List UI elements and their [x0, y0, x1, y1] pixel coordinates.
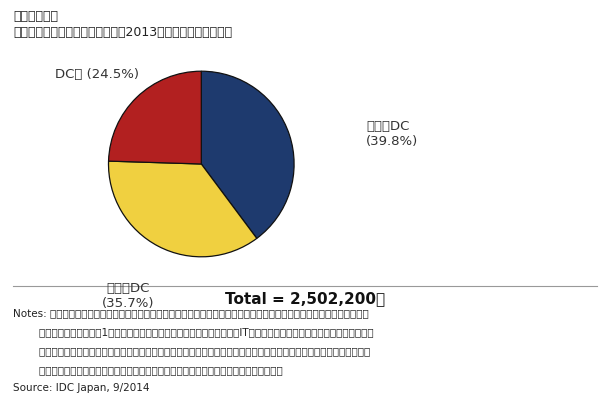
Wedge shape [109, 161, 257, 257]
Text: 企業内DC
(35.7%): 企業内DC (35.7%) [102, 282, 154, 310]
Text: ＜参考資料＞: ＜参考資料＞ [13, 10, 59, 23]
Text: 立した部屋ではなく、たとえば、オフィススペースや店舗のバックヤードなどを指す。: 立した部屋ではなく、たとえば、オフィススペースや店舗のバックヤードなどを指す。 [13, 366, 283, 376]
Wedge shape [109, 71, 201, 164]
Text: 事業者DC
(39.8%): 事業者DC (39.8%) [366, 120, 418, 148]
Text: Total = 2,502,200台: Total = 2,502,200台 [225, 291, 385, 306]
Text: Notes: 事業者データセンターとは、顧客へのサービス提供のために必要なインフラとして建設されたものを指す。企業内: Notes: 事業者データセンターとは、顧客へのサービス提供のために必要なインフ… [13, 308, 369, 318]
Text: 国内のサーバー設置台数構成比、2013年末時点：設置場所別: 国内のサーバー設置台数構成比、2013年末時点：設置場所別 [13, 26, 232, 39]
Text: 機器などの調達権限を持ってコントロールしているものを指す。また、データセンター外とは、マシンルームなどの独: 機器などの調達権限を持ってコントロールしているものを指す。また、データセンター外… [13, 346, 371, 356]
Text: Source: IDC Japan, 9/2014: Source: IDC Japan, 9/2014 [13, 383, 150, 393]
Wedge shape [201, 71, 294, 238]
Text: DC外 (24.5%): DC外 (24.5%) [55, 68, 139, 80]
Text: データセンターとは、1つの企業がプライベートに所有し、当該企業のIT部門がサーバーやストレージ、ネットワーク: データセンターとは、1つの企業がプライベートに所有し、当該企業のIT部門がサーバ… [13, 327, 374, 337]
